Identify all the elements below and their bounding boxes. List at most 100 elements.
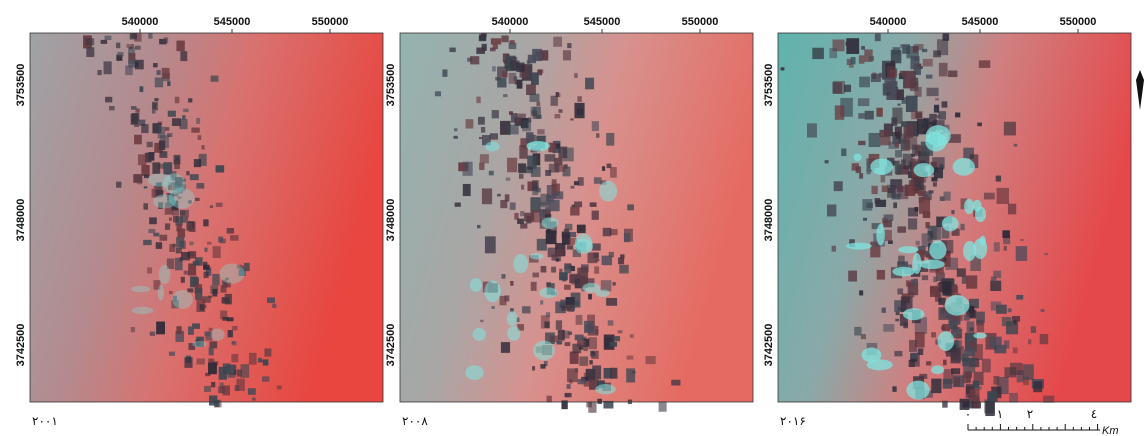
field-patch: [562, 330, 570, 339]
field-patch: [230, 235, 239, 241]
field-patch: [204, 247, 208, 252]
field-patch: [557, 329, 565, 341]
field-patch: [568, 237, 577, 245]
field-patch: [509, 40, 515, 45]
field-patch: [183, 108, 189, 113]
field-patch: [564, 284, 571, 290]
field-patch: [104, 35, 112, 40]
field-patch: [220, 310, 228, 320]
field-patch: [585, 368, 596, 381]
y-tick-label: 3748000: [763, 199, 775, 242]
field-patch: [510, 308, 514, 313]
field-patch: [215, 202, 223, 207]
field-patch: [900, 121, 907, 127]
field-patch: [606, 163, 612, 169]
x-tick-label: 540000: [870, 16, 907, 28]
field-patch: [491, 110, 499, 119]
field-patch: [1043, 395, 1055, 403]
field-patch: [516, 62, 525, 73]
field-patch: [540, 265, 547, 273]
field-patch: [938, 297, 946, 305]
field-patch: [911, 279, 918, 286]
field-patch: [1013, 319, 1017, 325]
field-patch: [173, 215, 179, 223]
field-patch: [520, 211, 525, 217]
field-patch: [129, 33, 138, 40]
field-patch: [519, 145, 528, 159]
field-patch: [874, 33, 881, 42]
field-patch: [536, 238, 547, 251]
field-patch: [211, 381, 216, 388]
field-patch: [966, 275, 978, 289]
y-tick-label: 3748000: [385, 199, 397, 242]
field-patch: [832, 39, 845, 52]
field-patch: [844, 84, 852, 93]
field-patch: [199, 304, 205, 311]
x-tick-label: 550000: [1060, 16, 1097, 28]
scale-label: ٤: [1091, 407, 1097, 421]
field-patch: [973, 371, 984, 386]
field-patch: [971, 344, 983, 361]
field-patch: [546, 395, 552, 403]
field-patch: [204, 331, 213, 337]
field-patch: [876, 107, 883, 117]
field-patch: [208, 362, 217, 375]
field-patch: [915, 240, 920, 246]
field-patch: [897, 103, 901, 106]
field-patch: [564, 392, 572, 398]
field-patch: [476, 96, 481, 104]
field-patch: [231, 341, 237, 346]
field-patch: [167, 81, 171, 87]
bright-patch: [931, 365, 945, 375]
field-patch: [1009, 392, 1018, 403]
field-patch: [547, 247, 558, 258]
field-patch: [442, 69, 448, 77]
field-patch: [173, 206, 178, 209]
field-patch: [582, 336, 587, 340]
field-patch: [212, 246, 221, 259]
field-patch: [176, 237, 185, 248]
field-patch: [918, 151, 930, 167]
field-patch: [600, 280, 612, 292]
field-patch: [454, 128, 458, 132]
field-patch: [532, 48, 543, 62]
field-patch: [510, 113, 518, 123]
y-tick-label: 3753500: [763, 64, 775, 107]
field-patch: [117, 51, 124, 57]
field-patch: [510, 60, 520, 71]
field-patch: [128, 47, 135, 55]
field-patch: [874, 197, 881, 204]
field-patch: [167, 193, 175, 201]
field-patch: [171, 300, 179, 309]
field-patch: [521, 184, 525, 190]
field-patch: [895, 318, 900, 322]
field-patch: [189, 241, 194, 246]
field-patch: [205, 332, 213, 341]
field-patch: [925, 121, 936, 132]
field-patch: [180, 178, 186, 183]
field-patch: [858, 140, 866, 146]
bright-patch: [485, 141, 500, 152]
field-patch: [855, 166, 862, 174]
field-patch: [267, 297, 275, 304]
field-patch: [1016, 370, 1025, 383]
field-patch: [152, 123, 159, 134]
field-patch: [978, 60, 991, 68]
field-patch: [559, 272, 568, 281]
field-patch: [938, 111, 947, 120]
field-patch: [480, 126, 486, 133]
field-patch: [858, 113, 865, 119]
field-patch: [1013, 143, 1018, 147]
field-patch: [926, 361, 932, 366]
field-patch: [589, 379, 599, 390]
field-patch: [205, 267, 212, 276]
field-patch: [608, 251, 615, 258]
field-patch: [222, 279, 228, 288]
field-patch: [178, 183, 186, 191]
field-patch: [505, 177, 511, 181]
field-patch: [613, 336, 621, 342]
field-patch: [514, 212, 519, 220]
field-patch: [553, 191, 564, 200]
field-patch: [154, 142, 163, 153]
field-patch: [933, 104, 940, 113]
